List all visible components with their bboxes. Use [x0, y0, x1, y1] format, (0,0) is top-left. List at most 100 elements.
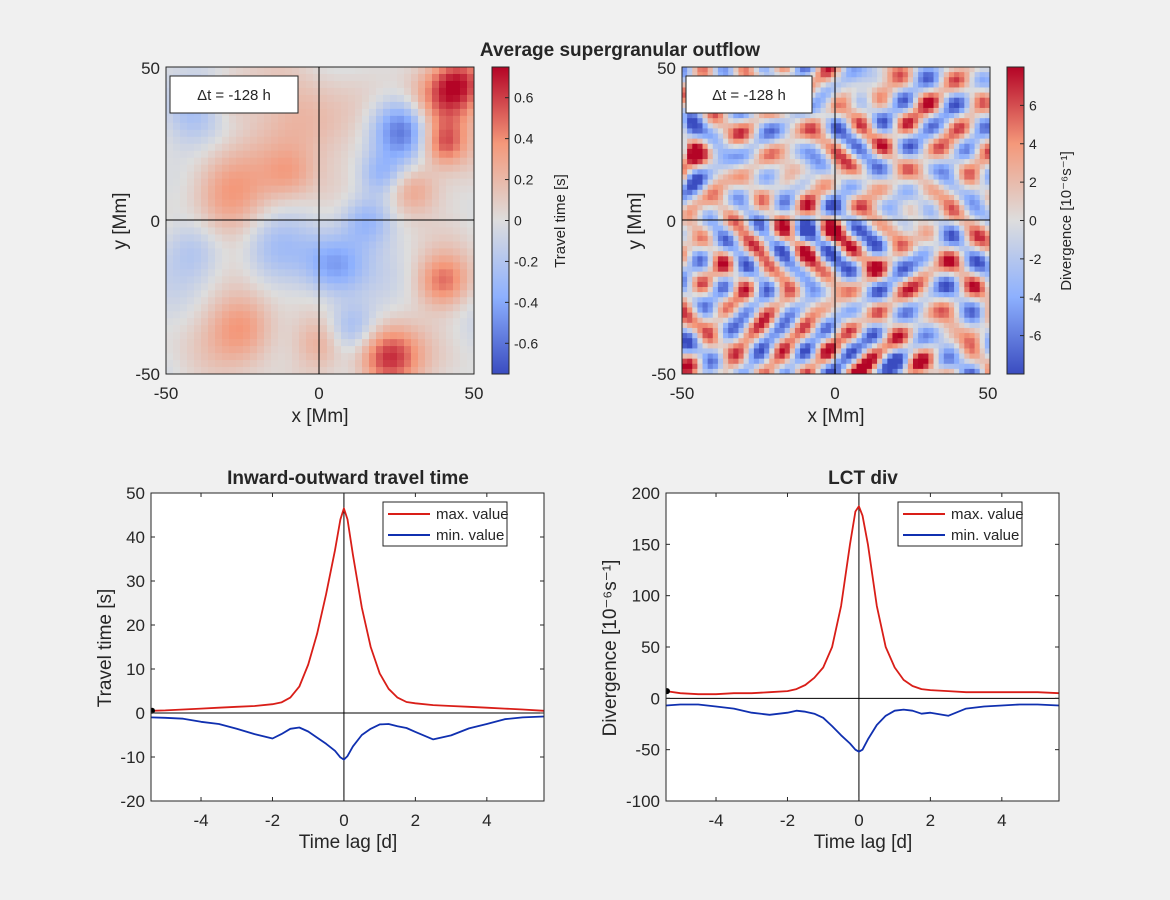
heatmap-cell: [355, 129, 363, 138]
heatmap-cell: [825, 159, 832, 165]
heatmap-cell: [712, 235, 719, 242]
heatmap-cell: [390, 234, 398, 243]
heatmap-cell: [918, 312, 924, 319]
heatmap-cell: [784, 363, 791, 370]
heatmap-cell: [257, 150, 265, 159]
heatmap-cell: [918, 174, 924, 181]
heatmap-cell: [820, 159, 827, 165]
heatmap-cell: [810, 113, 817, 119]
heatmap-cell: [907, 292, 914, 298]
heatmap-cell: [728, 159, 734, 165]
heatmap-cell: [789, 251, 796, 257]
heatmap-cell: [723, 281, 729, 288]
heatmap-cell: [712, 174, 719, 181]
heatmap-cell: [327, 122, 335, 131]
heatmap-cell: [707, 287, 714, 293]
heatmap-cell: [728, 67, 734, 73]
heatmap-cell: [764, 235, 770, 242]
heatmap-cell: [836, 246, 842, 252]
heatmap-cell: [687, 343, 693, 350]
heatmap-cell: [467, 269, 474, 277]
heatmap-cell: [794, 297, 801, 303]
heatmap-cell: [201, 255, 209, 263]
heatmap-cell: [836, 159, 842, 165]
heatmap-cell: [285, 206, 293, 215]
heatmap-cell: [376, 213, 384, 222]
heatmap-cell: [913, 235, 919, 242]
heatmap-cell: [264, 311, 272, 319]
heatmap-cell: [702, 205, 709, 211]
heatmap-cell: [446, 164, 454, 173]
heatmap-cell: [887, 343, 894, 350]
heatmap-cell: [278, 248, 286, 256]
heatmap-cell: [201, 234, 209, 243]
heatmap-cell: [194, 290, 202, 298]
heatmap-cell: [723, 220, 729, 227]
heatmap-cell: [784, 246, 791, 252]
heatmap-cell: [453, 157, 461, 166]
heatmap-cell: [887, 169, 894, 176]
heatmap-cell: [743, 128, 750, 135]
heatmap-cell: [907, 123, 914, 129]
heatmap-cell: [383, 87, 391, 96]
heatmap-cell: [810, 97, 817, 104]
heatmap-cell: [362, 220, 370, 229]
heatmap-cell: [215, 283, 223, 291]
heatmap-cell: [815, 287, 822, 293]
heatmap-cell: [923, 322, 929, 329]
heatmap-cell: [851, 67, 858, 73]
heatmap-cell: [759, 292, 765, 298]
heatmap-cell: [794, 220, 801, 227]
heatmap-cell: [723, 353, 729, 360]
heatmap-cell: [717, 246, 724, 252]
heatmap-cell: [229, 304, 237, 312]
heatmap-cell: [717, 348, 724, 355]
heatmap-cell: [810, 67, 817, 73]
heatmap-cell: [748, 297, 755, 303]
heatmap-cell: [348, 325, 356, 333]
heatmap-cell: [877, 333, 883, 339]
heatmap-cell: [166, 234, 174, 243]
heatmap-cell: [446, 248, 454, 256]
heatmap-cell: [794, 327, 801, 334]
heatmap-cell: [841, 113, 847, 119]
heatmap-cell: [907, 256, 914, 263]
heatmap-cell: [800, 143, 806, 150]
heatmap-cell: [460, 220, 468, 229]
heatmap-cell: [432, 171, 440, 180]
heatmap-cell: [902, 210, 909, 216]
heatmap-cell: [779, 276, 786, 283]
heatmap-cell: [841, 184, 847, 191]
heatmap-cell: [432, 325, 440, 333]
heatmap-cell: [774, 307, 781, 314]
heatmap-cell: [882, 102, 888, 109]
heatmap-cell: [418, 178, 426, 187]
heatmap-cell: [717, 189, 724, 196]
heatmap-cell: [439, 178, 447, 187]
heatmap-cell: [820, 368, 827, 374]
heatmap-cell: [369, 171, 377, 180]
heatmap-cell: [446, 101, 454, 110]
heatmap-cell: [369, 94, 377, 103]
heatmap-cell: [320, 73, 328, 82]
heatmap-cell: [717, 307, 724, 314]
heatmap-cell: [764, 368, 770, 374]
heatmap-cell: [928, 205, 935, 211]
heatmap-cell: [815, 148, 822, 155]
heatmap-cell: [907, 322, 914, 329]
heatmap-cell: [830, 77, 837, 83]
heatmap-cell: [743, 287, 750, 293]
heatmap-cell: [692, 271, 698, 278]
heatmap-cell: [166, 227, 174, 236]
heatmap-cell: [299, 276, 307, 284]
colorbar-tick-label: -0.2: [514, 253, 538, 269]
heatmap-cell: [887, 327, 894, 334]
heatmap-cell: [299, 178, 307, 187]
heatmap-cell: [794, 368, 801, 374]
heatmap-cell: [882, 287, 888, 293]
heatmap-cell: [313, 150, 321, 159]
heatmap-cell: [830, 200, 837, 206]
heatmap-cell: [327, 255, 335, 263]
heatmap-cell: [439, 241, 447, 250]
heatmap-cell: [166, 353, 174, 361]
